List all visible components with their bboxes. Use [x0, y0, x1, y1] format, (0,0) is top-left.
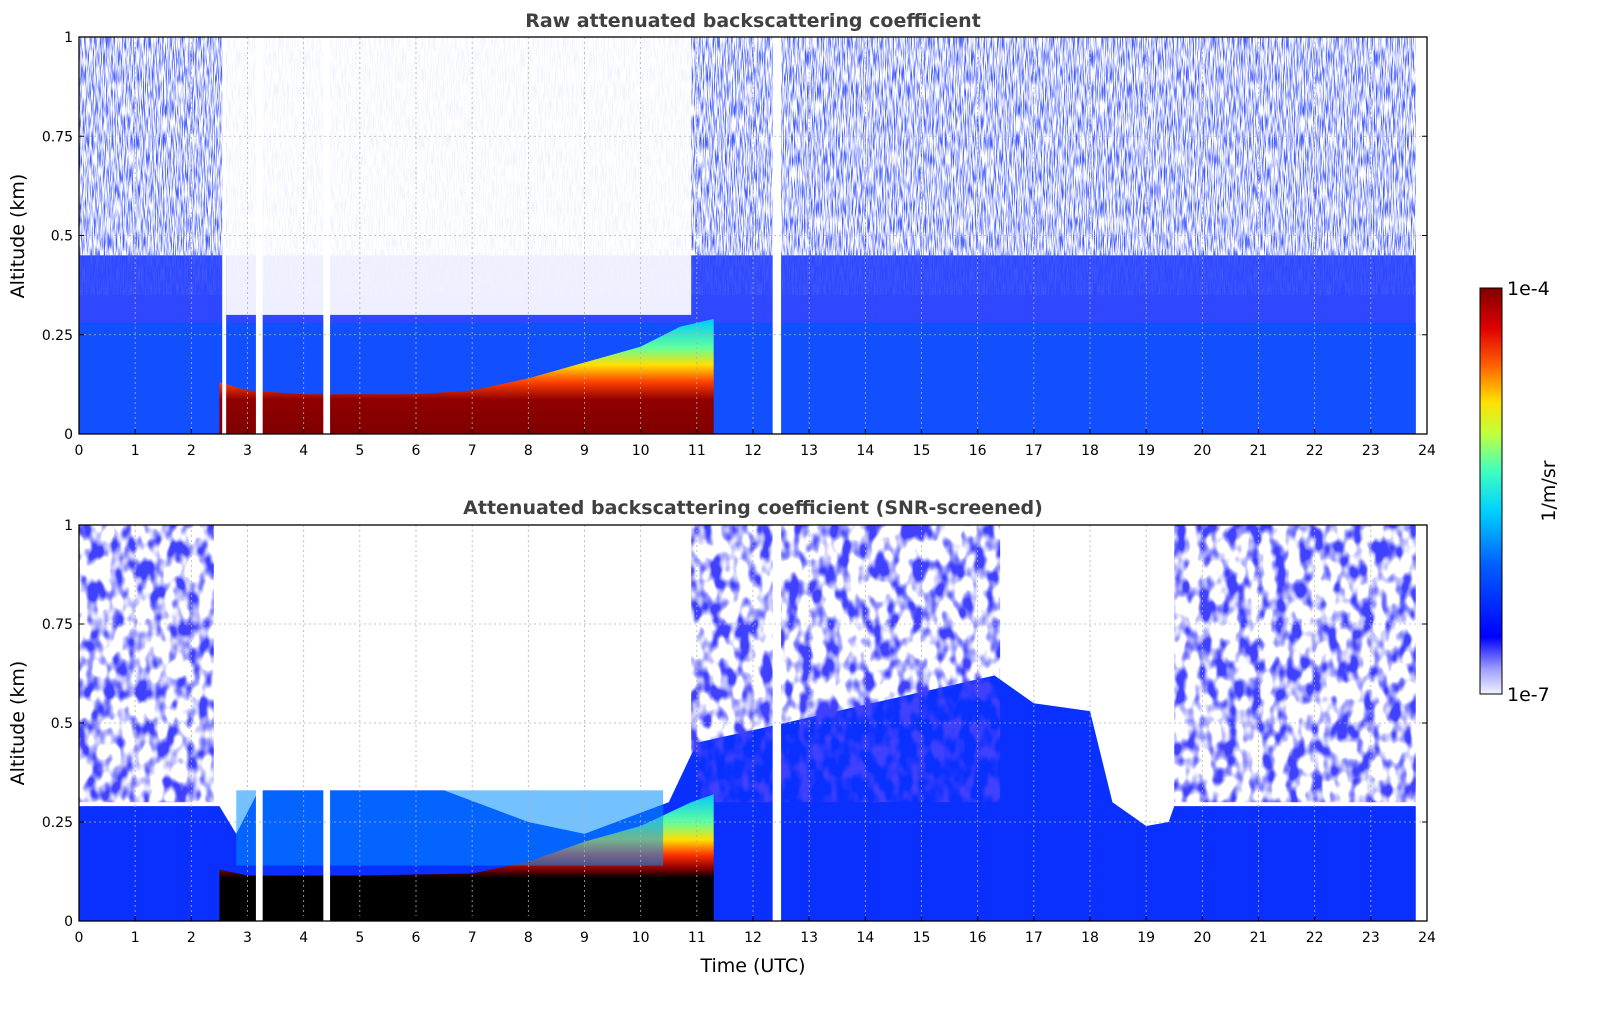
raw-heatmap [79, 37, 1416, 434]
y-tick-label: 0 [64, 914, 73, 930]
x-tick-label: 20 [1193, 930, 1211, 946]
x-tick-label: 19 [1137, 930, 1155, 946]
snr-backscatter-panel: Attenuated backscattering coefficient (S… [7, 497, 1436, 977]
x-tick-label: 7 [468, 930, 477, 946]
data-gap [323, 525, 331, 921]
colorbar: 1e-4 1e-7 1/m/sr [1479, 278, 1560, 706]
snr-x-ticks: 0 1 2 3 4 5 6 7 8 9 10 11 12 13 14 15 16 17 18 19 20 21 22 23 24 [75, 916, 1436, 946]
y-tick-label: 0 [64, 427, 73, 443]
x-tick-label: 23 [1362, 930, 1380, 946]
x-tick-label: 8 [524, 443, 533, 459]
y-tick-label: 0.25 [42, 328, 73, 344]
x-tick-label: 3 [243, 443, 252, 459]
x-tick-label: 21 [1250, 930, 1268, 946]
raw-fog-layer [219, 318, 714, 434]
colorbar-unit-label: 1/m/sr [1538, 460, 1560, 521]
x-tick-label: 17 [1025, 443, 1043, 459]
x-tick-label: 7 [468, 443, 477, 459]
x-tick-label: 1 [131, 443, 140, 459]
x-tick-label: 24 [1418, 443, 1436, 459]
colorbar-scale [1479, 287, 1503, 695]
x-tick-label: 3 [243, 930, 252, 946]
x-tick-label: 2 [187, 443, 196, 459]
y-tick-label: 1 [64, 30, 73, 46]
x-tick-label: 24 [1418, 930, 1436, 946]
data-gap [772, 525, 782, 921]
raw-x-ticks: 0 1 2 3 4 5 6 7 8 9 10 11 12 13 14 15 16 17 18 19 20 21 22 23 24 [75, 429, 1436, 459]
x-tick-label: 18 [1081, 930, 1099, 946]
x-tick-label: 15 [913, 443, 931, 459]
x-tick-label: 12 [744, 930, 762, 946]
y-tick-label: 0.75 [42, 129, 73, 145]
data-gap [772, 37, 782, 434]
snr-y-ticks: 0 0.25 0.5 0.75 1 [42, 518, 1427, 930]
x-tick-label: 14 [856, 930, 874, 946]
snr-panel-title: Attenuated backscattering coefficient (S… [463, 497, 1043, 519]
x-tick-label: 11 [688, 443, 706, 459]
colorbar-max-label: 1e-4 [1507, 278, 1550, 300]
x-axis-label: Time (UTC) [699, 955, 805, 977]
x-tick-label: 12 [744, 443, 762, 459]
x-tick-label: 5 [355, 930, 364, 946]
y-tick-label: 0.5 [51, 716, 73, 732]
x-tick-label: 6 [412, 930, 421, 946]
x-tick-label: 13 [800, 443, 818, 459]
x-tick-label: 21 [1250, 443, 1268, 459]
snr-fog-layer [219, 794, 714, 921]
y-tick-label: 0.25 [42, 815, 73, 831]
x-tick-label: 14 [856, 443, 874, 459]
x-tick-label: 8 [524, 930, 533, 946]
raw-y-axis-label: Altitude (km) [7, 174, 29, 299]
raw-gridlines [79, 37, 1427, 434]
snr-y-axis-label: Altitude (km) [7, 661, 29, 786]
x-tick-label: 16 [969, 930, 987, 946]
snr-speckle-block [1174, 525, 1416, 803]
y-tick-label: 0.5 [51, 229, 73, 245]
x-tick-label: 4 [299, 930, 308, 946]
x-tick-label: 17 [1025, 930, 1043, 946]
x-tick-label: 9 [580, 930, 589, 946]
snr-speckle-block [79, 525, 214, 803]
x-tick-label: 6 [412, 443, 421, 459]
x-tick-label: 11 [688, 930, 706, 946]
raw-clear-region [226, 37, 692, 315]
x-tick-label: 4 [299, 443, 308, 459]
colorbar-min-label: 1e-7 [1507, 684, 1550, 706]
x-tick-label: 2 [187, 930, 196, 946]
x-tick-label: 10 [632, 930, 650, 946]
x-tick-label: 5 [355, 443, 364, 459]
x-tick-label: 15 [913, 930, 931, 946]
x-tick-label: 20 [1193, 443, 1211, 459]
x-tick-label: 18 [1081, 443, 1099, 459]
x-tick-label: 0 [75, 443, 84, 459]
snr-gridlines [79, 525, 1427, 921]
raw-panel-title: Raw attenuated backscattering coefficien… [525, 10, 981, 32]
raw-backscatter-panel: Raw attenuated backscattering coefficien… [7, 10, 1436, 459]
raw-y-ticks: 0 0.25 0.5 0.75 1 [42, 30, 1427, 443]
x-tick-label: 22 [1306, 443, 1324, 459]
data-gap [323, 37, 331, 434]
x-tick-label: 10 [632, 443, 650, 459]
x-tick-label: 0 [75, 930, 84, 946]
x-tick-label: 19 [1137, 443, 1155, 459]
y-tick-label: 0.75 [42, 617, 73, 633]
x-tick-label: 16 [969, 443, 987, 459]
snr-speckle-block [691, 525, 1001, 803]
x-tick-label: 13 [800, 930, 818, 946]
x-tick-label: 1 [131, 930, 140, 946]
x-tick-label: 23 [1362, 443, 1380, 459]
y-tick-label: 1 [64, 518, 73, 534]
snr-mid-band [236, 790, 664, 866]
x-tick-label: 22 [1306, 930, 1324, 946]
x-tick-label: 9 [580, 443, 589, 459]
